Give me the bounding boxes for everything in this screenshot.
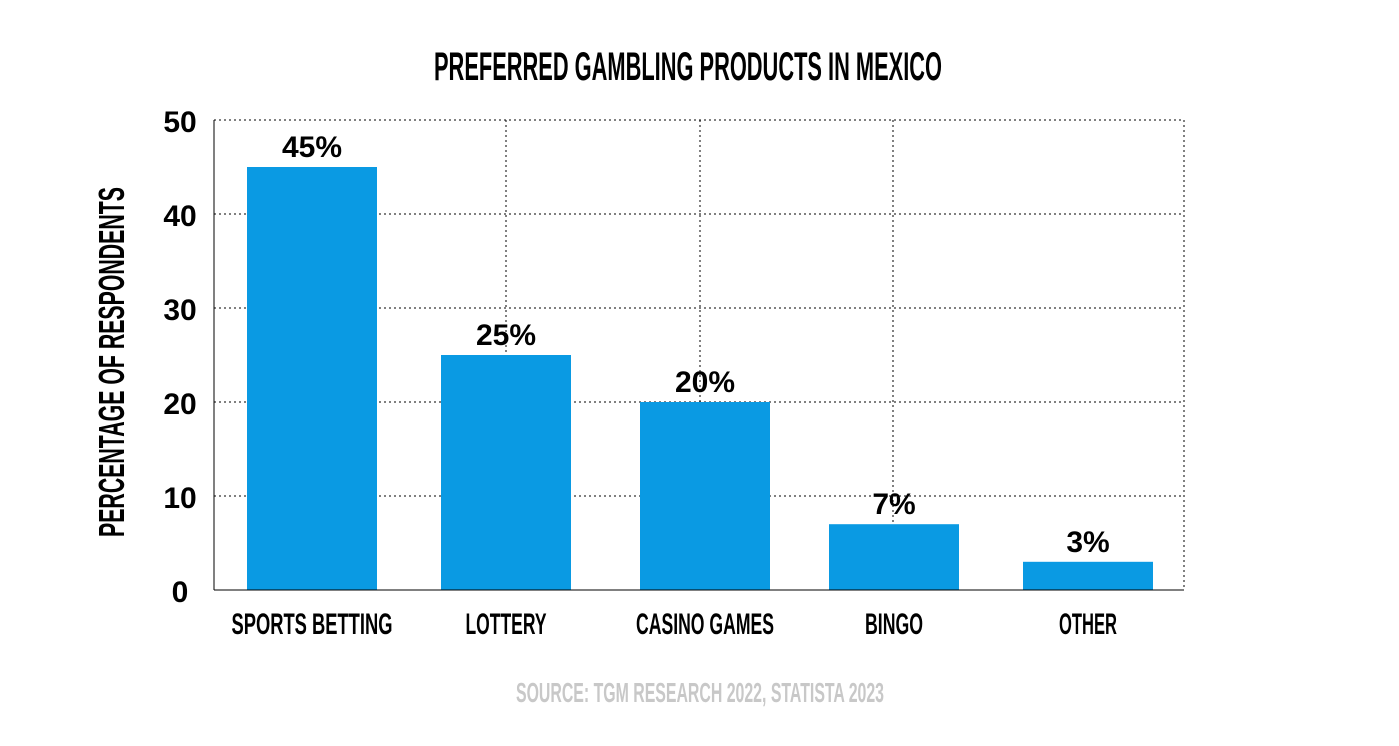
- y-axis-label: PERCENTAGE OF RESPONDENTS: [91, 187, 132, 537]
- data-label-sports-betting: 45%: [282, 131, 342, 164]
- y-tick-label-40: 40: [163, 200, 196, 233]
- bar-lottery: [441, 355, 571, 590]
- x-tick-label-sports-betting: SPORTS BETTING: [232, 608, 393, 641]
- chart-title: PREFERRED GAMBLING PRODUCTS IN MEXICO: [434, 45, 942, 89]
- x-tick-label-bingo: BINGO: [865, 608, 923, 641]
- x-tick-label-other: OTHER: [1059, 608, 1117, 641]
- y-tick-label-50: 50: [163, 106, 196, 139]
- x-tick-label-lottery: LOTTERY: [466, 608, 547, 641]
- y-tick-label-10: 10: [163, 482, 196, 515]
- bar-casino-games: [640, 402, 770, 590]
- data-label-lottery: 25%: [476, 319, 536, 352]
- labels: 0 10 20 30 40 50 SPORTS BETTING LOTTERY CASINO G…: [163, 106, 1117, 641]
- bar-sports-betting: [247, 167, 377, 590]
- bar-other: [1023, 561, 1153, 590]
- x-tick-label-casino-games: CASINO GAMES: [636, 608, 774, 641]
- y-tick-label-0: 0: [172, 576, 189, 609]
- data-label-casino-games: 20%: [675, 366, 735, 399]
- bar-bingo: [829, 524, 959, 590]
- data-label-other: 3%: [1066, 526, 1109, 559]
- source-note: SOURCE: TGM RESEARCH 2022, STATISTA 2023: [516, 677, 884, 708]
- y-tick-label-20: 20: [163, 388, 196, 421]
- data-label-bingo: 7%: [872, 488, 915, 521]
- y-tick-label-30: 30: [163, 294, 196, 327]
- axes: [213, 120, 1184, 591]
- bars: [247, 167, 1153, 590]
